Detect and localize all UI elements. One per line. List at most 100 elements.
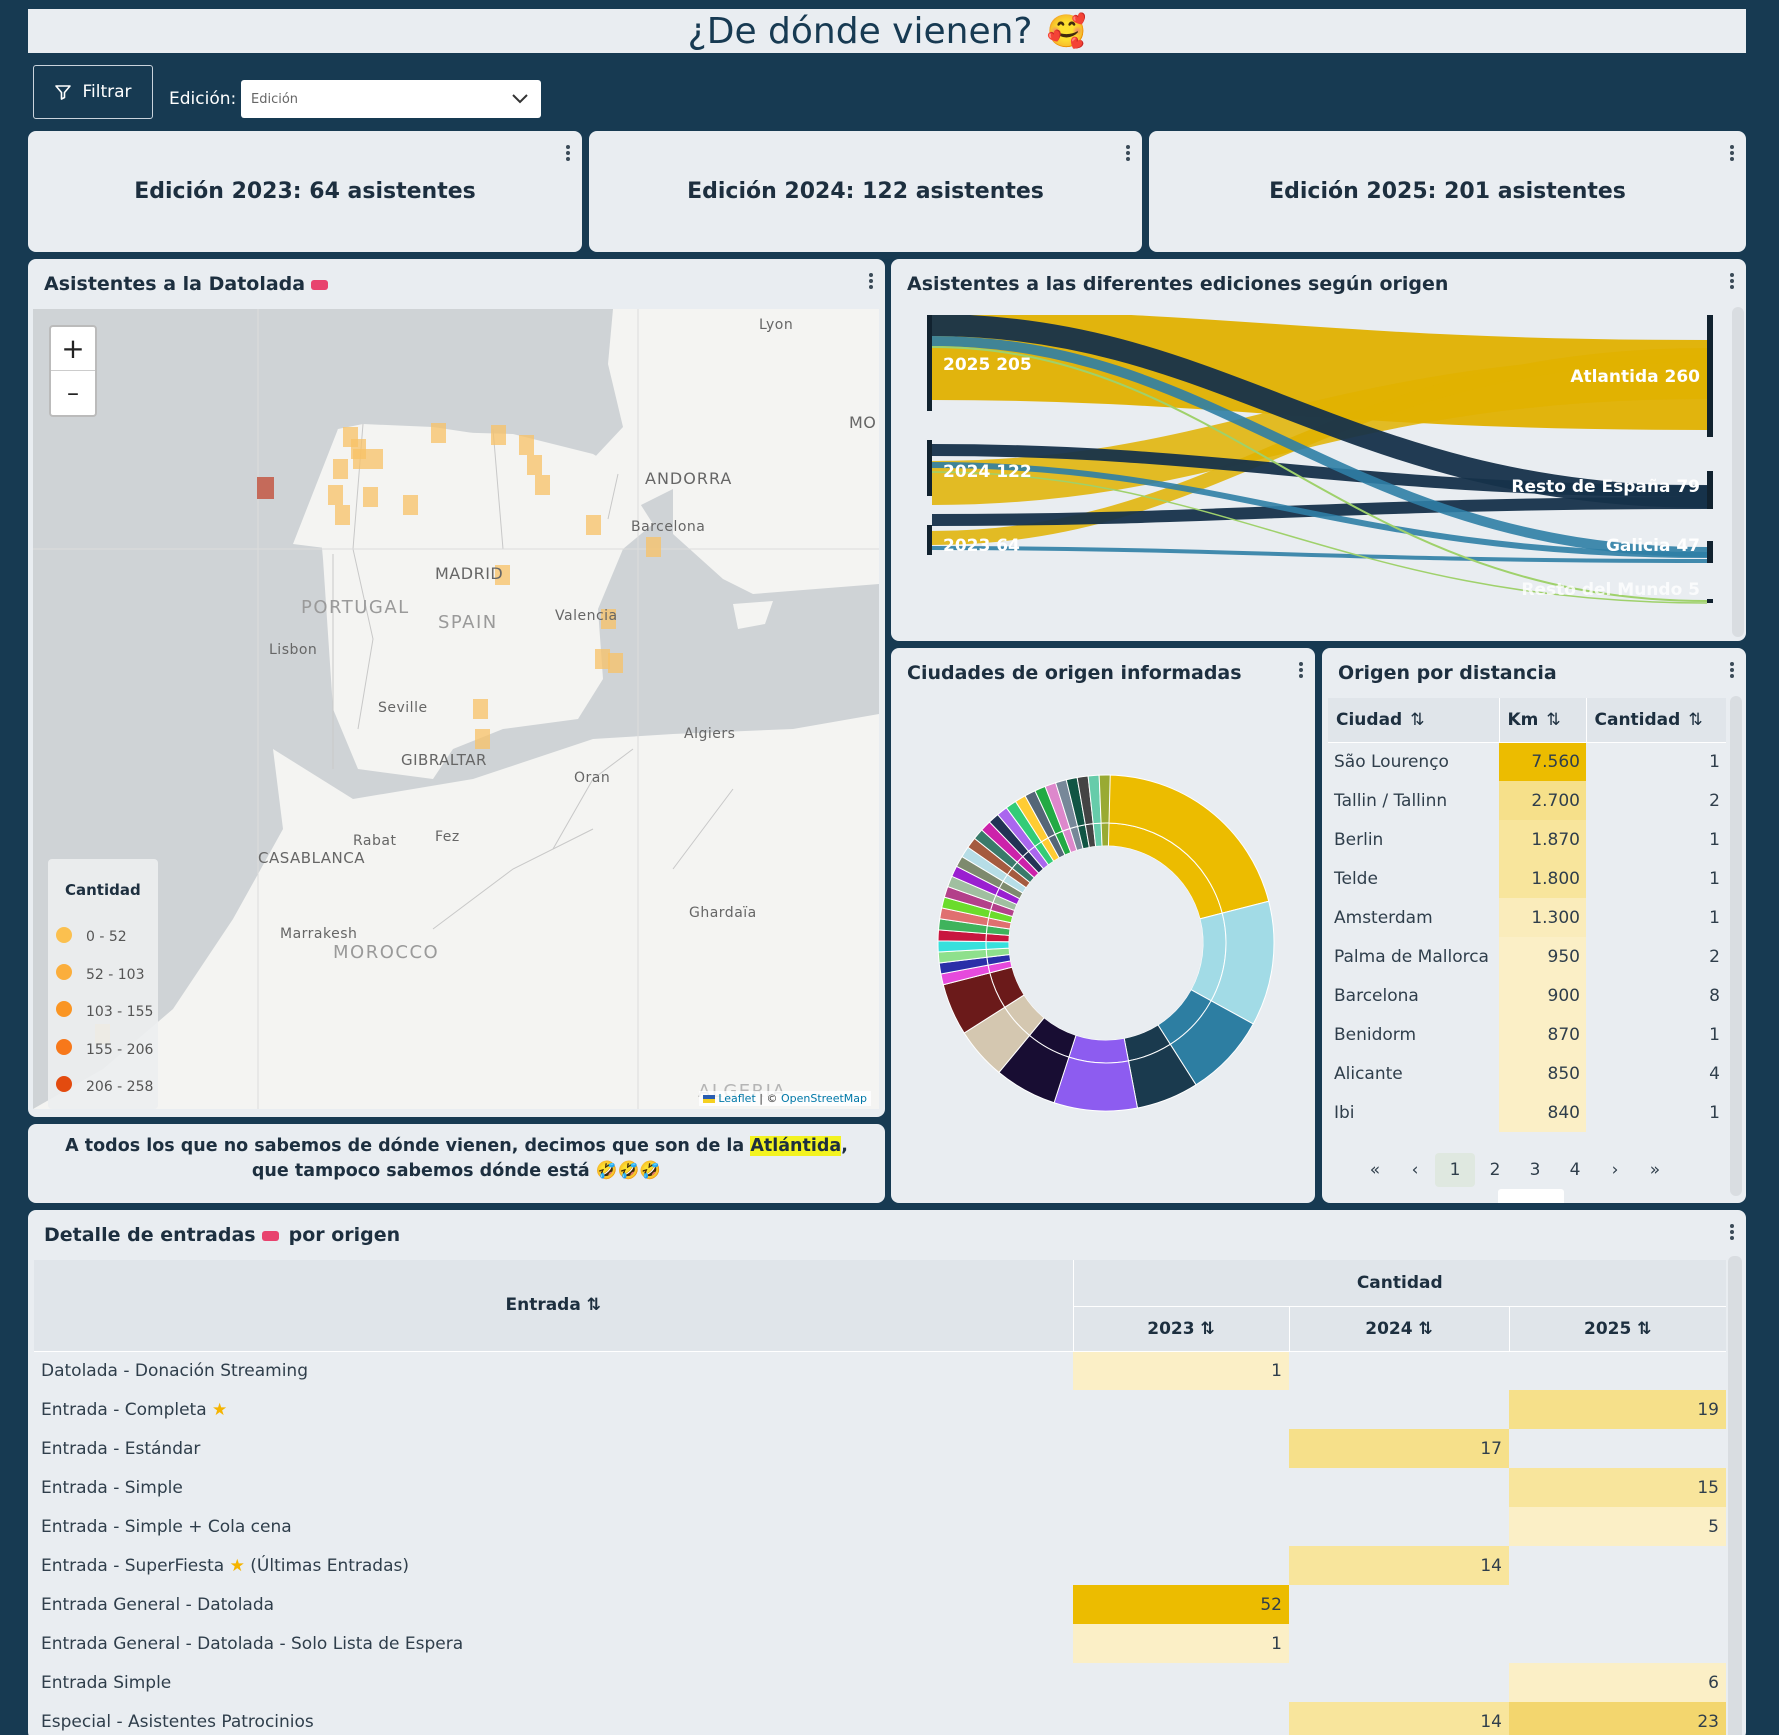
col-header-2025[interactable]: 2025 ⇅ (1509, 1306, 1726, 1352)
map-marker[interactable] (333, 459, 348, 479)
city-cell: Tallin / Tallinn (1334, 790, 1448, 811)
map-marker[interactable] (475, 729, 490, 749)
osm-link[interactable]: OpenStreetMap (780, 1092, 867, 1105)
map-marker[interactable] (527, 455, 542, 475)
qty-cell: 1 (1709, 829, 1720, 850)
map-marker[interactable] (495, 565, 510, 585)
detail-scrollbar[interactable] (1728, 1256, 1742, 1735)
sunburst-title: Ciudades de origen informadas (907, 662, 1242, 684)
qty-cell: 1 (1709, 751, 1720, 772)
value-2023-cell: 52 (1073, 1585, 1289, 1624)
more-icon[interactable] (1126, 145, 1130, 163)
map-marker[interactable] (431, 423, 446, 443)
map-marker[interactable] (535, 475, 550, 495)
table-row[interactable]: Entrada General - Datolada 52 (34, 1585, 1726, 1624)
col-header-city[interactable]: Ciudad ⇅ (1328, 698, 1499, 743)
more-icon[interactable] (566, 145, 570, 163)
sankey-node-resto-mundo (1707, 599, 1713, 603)
more-icon[interactable] (1730, 273, 1734, 291)
attribution-sep: | © (755, 1092, 781, 1105)
map-marker[interactable] (519, 435, 534, 455)
city-cell: Palma de Mallorca (1334, 946, 1489, 967)
page-prev-button[interactable]: ‹ (1411, 1160, 1419, 1180)
map-marker[interactable] (595, 649, 610, 669)
map-marker[interactable] (586, 515, 601, 535)
more-icon[interactable] (1730, 145, 1734, 163)
more-icon[interactable] (1299, 662, 1303, 680)
table-row[interactable]: Datolada - Donación Streaming 1 (34, 1351, 1726, 1390)
legend-label: 0 - 52 (86, 929, 127, 945)
table-row[interactable]: Alicante 850 4 (1328, 1054, 1726, 1093)
map-marker[interactable] (368, 449, 383, 469)
col-header-2024[interactable]: 2024 ⇅ (1289, 1306, 1510, 1352)
map-marker[interactable] (601, 609, 616, 629)
map-marker[interactable] (646, 537, 661, 557)
map-label: Fez (435, 829, 460, 845)
map-marker-atlantida[interactable] (257, 477, 274, 499)
col-header-km[interactable]: Km ⇅ (1498, 698, 1586, 743)
table-row[interactable]: Entrada - Simple + Cola cena 5 (34, 1507, 1726, 1546)
table-row[interactable]: Ibi 840 1 (1328, 1093, 1726, 1132)
value-2023-cell: 1 (1073, 1351, 1289, 1390)
legend-swatch (56, 927, 72, 943)
map-area[interactable]: + – Lyon MO ANDORRA Barcelona MADRID P (33, 309, 879, 1109)
more-icon[interactable] (1730, 662, 1734, 680)
entrada-cell: Entrada - Simple (41, 1477, 183, 1498)
leaflet-link[interactable]: Leaflet (718, 1092, 756, 1105)
edition-select[interactable]: Edición (241, 80, 541, 118)
qty-cell: 1 (1709, 1102, 1720, 1123)
page-first-button[interactable]: « (1369, 1160, 1381, 1180)
page-last-button[interactable]: » (1649, 1160, 1661, 1180)
map-marker[interactable] (491, 425, 506, 445)
table-row[interactable]: Entrada - Simple 15 (34, 1468, 1726, 1507)
sankey-scrollbar[interactable] (1732, 307, 1744, 637)
col-header-2023[interactable]: 2023 ⇅ (1073, 1306, 1290, 1352)
table-row[interactable]: Benidorm 870 1 (1328, 1015, 1726, 1054)
distance-scrollbar[interactable] (1730, 696, 1742, 1196)
table-row[interactable]: Entrada - Completa ★ 19 (34, 1390, 1726, 1429)
sort-icon: ⇅ (1688, 709, 1703, 730)
table-row[interactable]: Especial - Asistentes Patrocinios 14 23 (34, 1702, 1726, 1735)
map-marker[interactable] (473, 699, 488, 719)
map-marker[interactable] (353, 449, 368, 469)
kpi-card-2024: Edición 2024: 122 asistentes (589, 131, 1142, 252)
value-2025-cell (1509, 1624, 1726, 1663)
page-next-button[interactable]: › (1611, 1160, 1619, 1180)
page-4-button[interactable]: 4 (1569, 1160, 1581, 1180)
table-row[interactable]: Entrada - SuperFiesta ★ (Últimas Entrada… (34, 1546, 1726, 1585)
map-marker[interactable] (608, 653, 623, 673)
edition-placeholder: Edición (251, 91, 299, 107)
zoom-in-button[interactable]: + (51, 327, 95, 371)
page-1-button[interactable]: 1 (1435, 1153, 1475, 1187)
ticket-icon (311, 279, 329, 290)
col-header-entrada[interactable]: Entrada ⇅ (34, 1260, 1074, 1352)
page-size-select[interactable] (1498, 1189, 1564, 1203)
map-marker[interactable] (403, 495, 418, 515)
page-3-button[interactable]: 3 (1529, 1160, 1541, 1180)
map-label: Rabat (353, 833, 397, 849)
table-row[interactable]: Palma de Mallorca 950 2 (1328, 937, 1726, 976)
more-icon[interactable] (1730, 1224, 1734, 1242)
table-row[interactable]: Tallin / Tallinn 2.700 2 (1328, 781, 1726, 820)
table-row[interactable]: Entrada Simple 6 (34, 1663, 1726, 1702)
map-label: Lisbon (269, 642, 318, 658)
table-row[interactable]: São Lourenço 7.560 1 (1328, 742, 1726, 781)
more-icon[interactable] (869, 273, 873, 291)
table-row[interactable]: Telde 1.800 1 (1328, 859, 1726, 898)
filter-button[interactable]: Filtrar (33, 65, 153, 119)
sankey-link (931, 355, 1708, 505)
map-marker[interactable] (335, 505, 350, 525)
table-row[interactable]: Entrada - Estándar 17 (34, 1429, 1726, 1468)
table-row[interactable]: Barcelona 900 8 (1328, 976, 1726, 1015)
page-2-button[interactable]: 2 (1489, 1160, 1501, 1180)
col-header-qty[interactable]: Cantidad ⇅ (1585, 698, 1726, 743)
header-bar: ¿De dónde vienen? 🥰 (28, 9, 1746, 53)
map-marker[interactable] (363, 487, 378, 507)
city-cell: Berlin (1334, 829, 1384, 850)
distance-title: Origen por distancia (1338, 662, 1557, 684)
table-row[interactable]: Amsterdam 1.300 1 (1328, 898, 1726, 937)
map-marker[interactable] (328, 485, 343, 505)
table-row[interactable]: Berlin 1.870 1 (1328, 820, 1726, 859)
table-row[interactable]: Entrada General - Datolada - Solo Lista … (34, 1624, 1726, 1663)
zoom-out-button[interactable]: – (67, 379, 79, 407)
